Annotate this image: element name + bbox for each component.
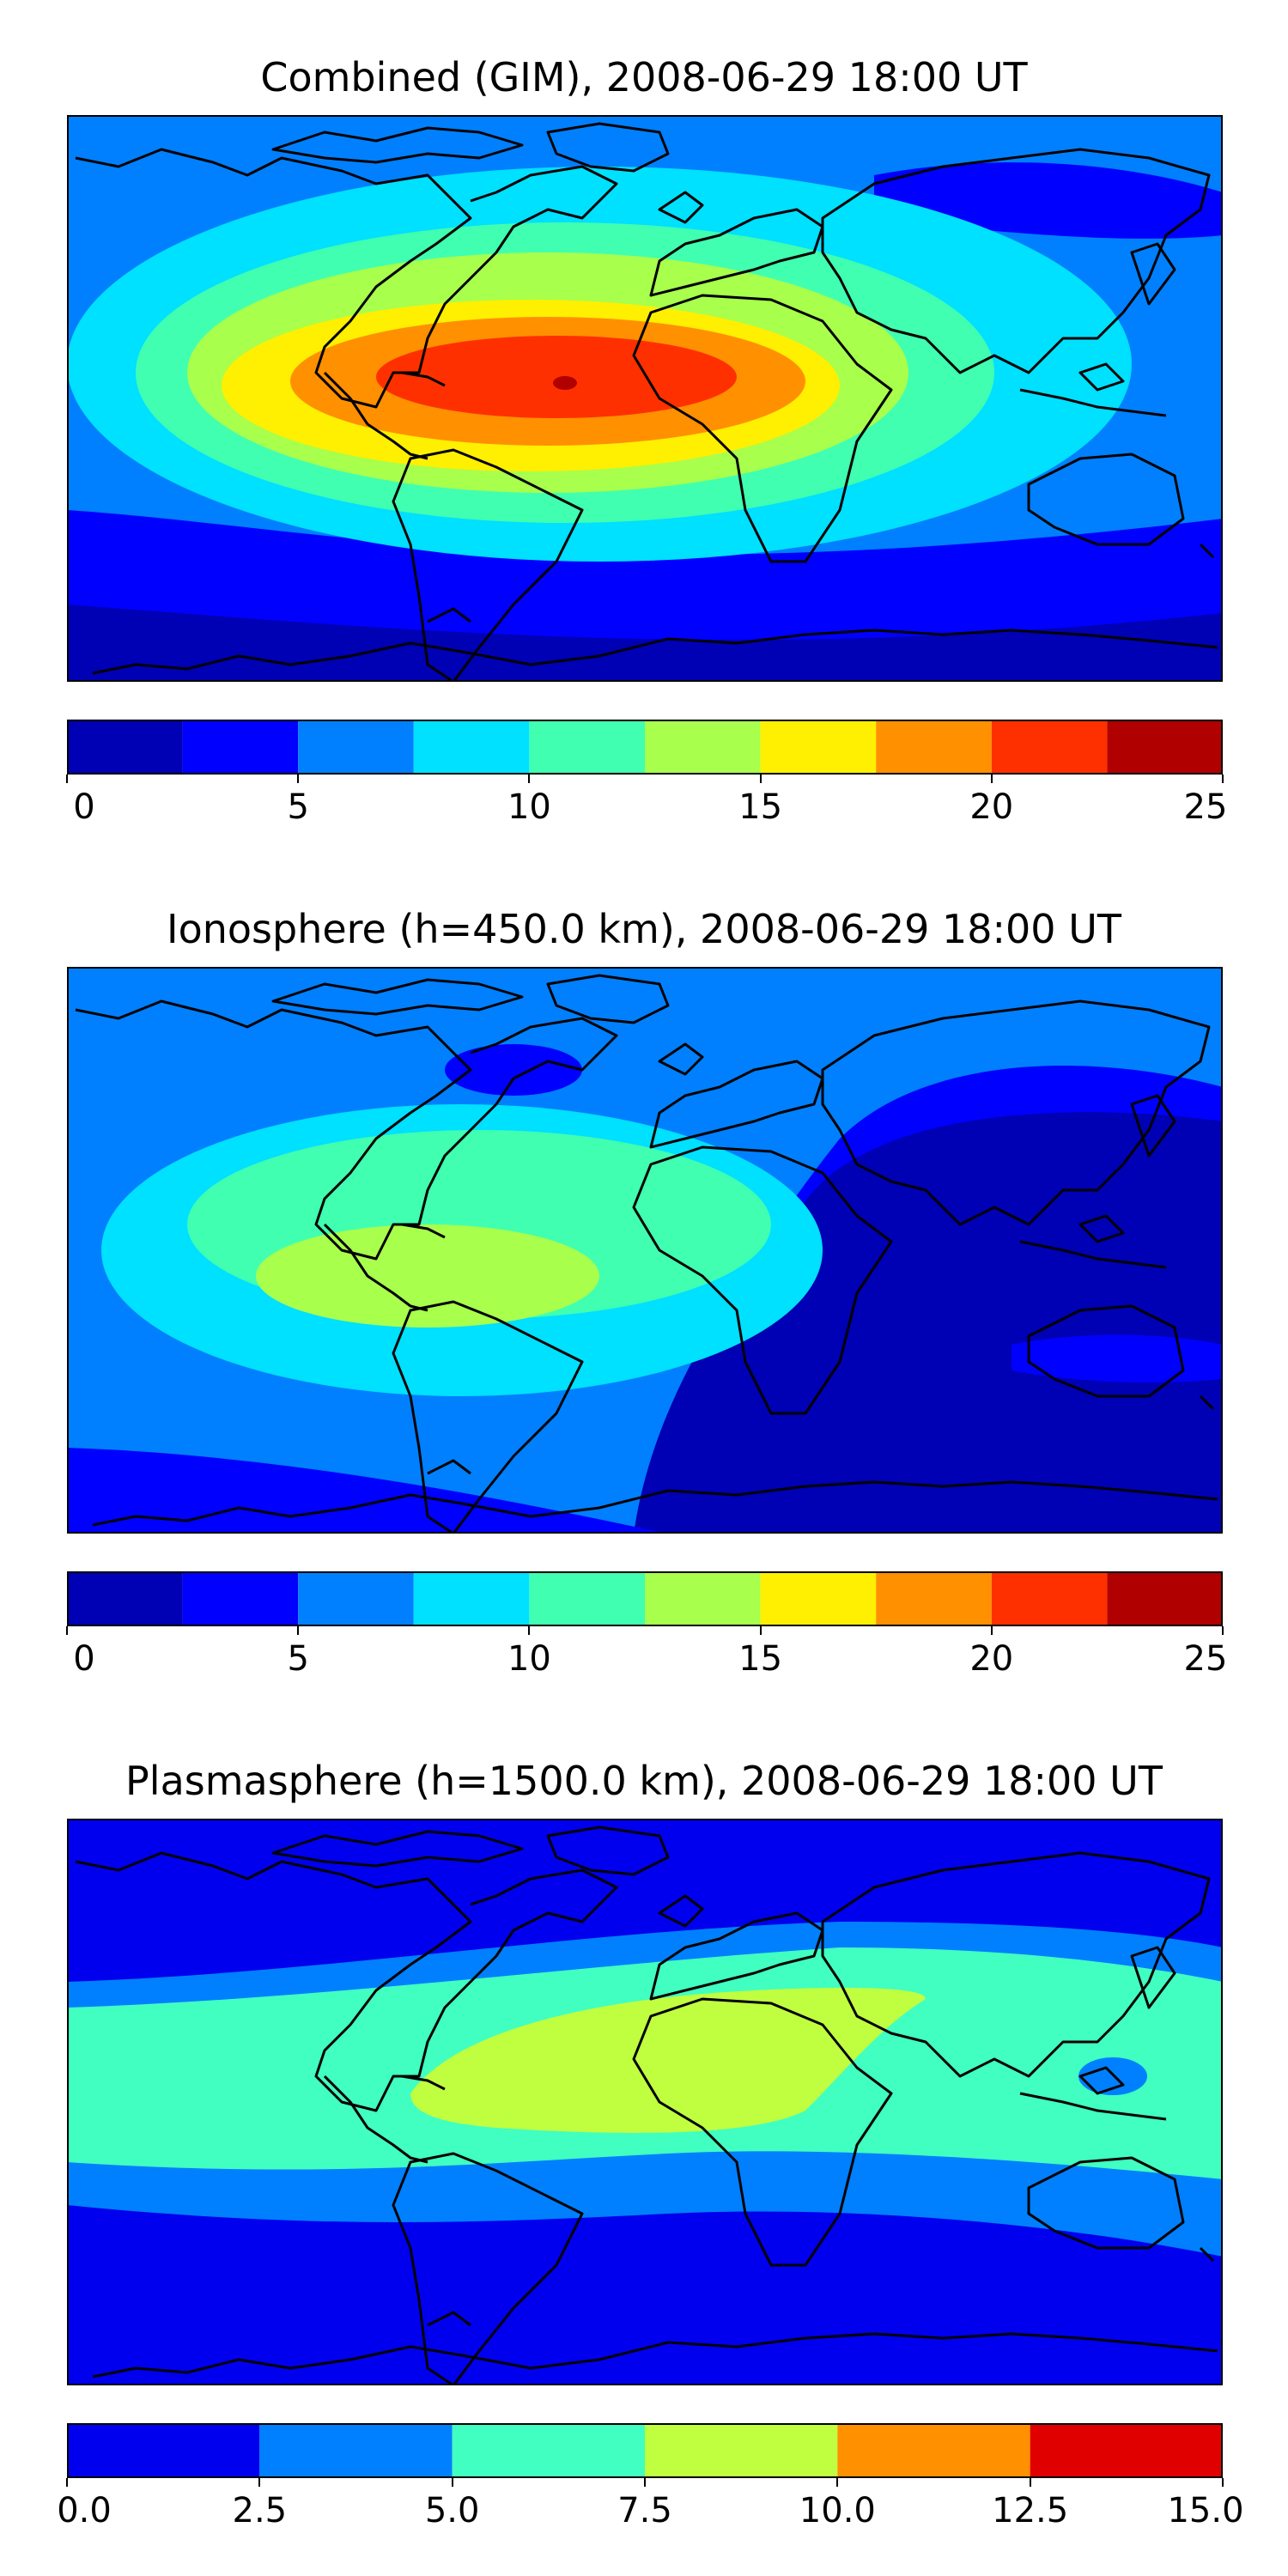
colorbar-tick-label: 5	[287, 787, 309, 827]
colorbar-tick-mark	[1222, 1626, 1224, 1635]
colorbar-segment	[67, 720, 183, 775]
colorbar-segment	[760, 720, 877, 775]
panel-3-colorbar	[67, 2423, 1223, 2478]
colorbar-tick-mark	[66, 775, 68, 783]
colorbar-tick-mark	[66, 1626, 68, 1635]
colorbar-segment	[182, 720, 299, 775]
panel-2-map	[67, 967, 1223, 1534]
colorbar-segment	[1107, 720, 1223, 775]
panel-3-title: Plasmasphere (h=1500.0 km), 2008-06-29 1…	[125, 1758, 1163, 1804]
colorbar-segment	[298, 720, 414, 775]
panel-2-colorbar	[67, 1571, 1223, 1626]
colorbar-segment	[67, 1571, 183, 1626]
colorbar-tick-mark	[759, 1626, 762, 1635]
colorbar-tick-mark	[836, 2478, 839, 2487]
colorbar-tick-mark	[1222, 2478, 1224, 2487]
colorbar-segment	[413, 1571, 530, 1626]
colorbar-tick-mark	[297, 775, 300, 783]
colorbar-segment	[991, 1571, 1108, 1626]
colorbar-segment	[760, 1571, 877, 1626]
colorbar-segment	[645, 1571, 761, 1626]
panel-3-map	[67, 1819, 1223, 2385]
colorbar-segment	[529, 720, 645, 775]
colorbar-segment	[876, 720, 992, 775]
colorbar-segment	[298, 1571, 414, 1626]
panel-1-colorbar	[67, 720, 1223, 775]
colorbar-segment	[452, 2423, 645, 2478]
colorbar-tick-label: 10	[507, 1639, 551, 1679]
colorbar-segment	[837, 2423, 1030, 2478]
colorbar-tick-label: 10.0	[799, 2491, 876, 2530]
colorbar-tick-mark	[66, 2478, 68, 2487]
colorbar-tick-label: 15.0	[1167, 2491, 1244, 2530]
colorbar-tick-label: 5	[287, 1639, 309, 1679]
panel-1-title: Combined (GIM), 2008-06-29 18:00 UT	[260, 54, 1028, 100]
colorbar-segment	[1107, 1571, 1223, 1626]
colorbar-segment	[645, 2423, 838, 2478]
colorbar-tick-label: 12.5	[992, 2491, 1069, 2530]
colorbar-segment	[645, 720, 761, 775]
colorbar-tick-mark	[258, 2478, 261, 2487]
colorbar-tick-label: 25	[1183, 1639, 1228, 1679]
colorbar-tick-label: 15	[738, 1639, 783, 1679]
colorbar-tick-mark	[528, 1626, 531, 1635]
panel-2-title: Ionosphere (h=450.0 km), 2008-06-29 18:0…	[167, 906, 1121, 952]
colorbar-tick-label: 20	[969, 787, 1014, 827]
colorbar-tick-label: 0	[73, 787, 95, 827]
colorbar-tick-label: 5.0	[424, 2491, 480, 2530]
colorbar-tick-label: 10	[507, 787, 551, 827]
colorbar-tick-label: 25	[1183, 787, 1228, 827]
colorbar-segment	[876, 1571, 992, 1626]
colorbar-tick-label: 15	[738, 787, 783, 827]
colorbar-tick-label: 0.0	[57, 2491, 112, 2530]
colorbar-tick-mark	[528, 775, 531, 783]
colorbar-tick-label: 20	[969, 1639, 1014, 1679]
colorbar-tick-mark	[759, 775, 762, 783]
colorbar-border	[67, 1571, 1223, 1626]
colorbar-tick-label: 0	[73, 1639, 95, 1679]
colorbar-segment	[67, 2423, 260, 2478]
colorbar-border	[67, 720, 1223, 775]
colorbar-tick-mark	[1029, 2478, 1031, 2487]
colorbar-tick-label: 7.5	[617, 2491, 672, 2530]
panel-1-map	[67, 115, 1223, 682]
colorbar-segment	[259, 2423, 453, 2478]
colorbar-tick-mark	[990, 775, 993, 783]
colorbar-tick-label: 2.5	[232, 2491, 288, 2530]
colorbar-segment	[182, 1571, 299, 1626]
colorbar-tick-mark	[644, 2478, 646, 2487]
colorbar-tick-mark	[1222, 775, 1224, 783]
colorbar-border	[67, 2423, 1223, 2478]
colorbar-segment	[529, 1571, 645, 1626]
colorbar-tick-mark	[990, 1626, 993, 1635]
colorbar-segment	[991, 720, 1108, 775]
colorbar-tick-mark	[297, 1626, 300, 1635]
colorbar-segment	[1030, 2423, 1223, 2478]
colorbar-segment	[413, 720, 530, 775]
colorbar-tick-mark	[451, 2478, 453, 2487]
